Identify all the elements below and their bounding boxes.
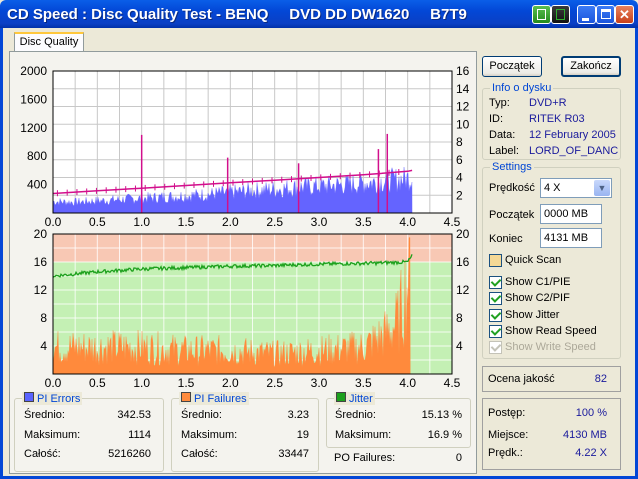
show-read-speed-checkbox[interactable] [489, 325, 502, 338]
pi-failures-avg-label: Średnio: [181, 409, 222, 421]
range-end-input[interactable]: 4131 MB [540, 228, 602, 248]
pi-errors-total: 5216260 [108, 448, 151, 460]
pi-errors-swatch [24, 392, 34, 402]
disc-type: DVD+R [529, 97, 567, 109]
pi-failures-max-label: Maksimum: [181, 429, 238, 441]
jitter-max-label: Maksimum: [335, 429, 392, 441]
pi-errors-group: PI Errors Średnio: 342.53 Maksimum: 1114… [14, 392, 164, 472]
start-button[interactable]: Początek [482, 56, 542, 77]
show-read-speed-label: Show Read Speed [505, 325, 597, 337]
jitter-group: Jitter Średnio: 15.13 % Maksimum: 16.9 % [326, 392, 471, 448]
progress-box: Postęp: 100 % Miejsce: 4130 MB Prędk.: 4… [482, 398, 621, 470]
range-end-label: Koniec [489, 233, 523, 245]
progress-value: 100 % [575, 407, 607, 419]
tab-label: Disc Quality [19, 36, 79, 48]
disc-info-title: Info o dysku [490, 82, 554, 94]
window-frame [0, 28, 638, 479]
show-c2-checkbox[interactable] [489, 292, 502, 305]
show-c1-checkbox[interactable] [489, 276, 502, 289]
progress-label: Postęp: [488, 407, 526, 419]
pi-failures-max: 19 [296, 429, 309, 441]
speed-label: Prędkość [489, 182, 535, 194]
show-write-speed-label: Show Write Speed [505, 341, 596, 353]
maximize-icon [601, 9, 611, 19]
quality-value: 82 [594, 373, 607, 385]
title-bar: CD Speed : Disc Quality Test - BENQ DVD … [0, 0, 638, 28]
pi-errors-avg-label: Średnio: [24, 409, 65, 421]
close-button[interactable]: ✕ [615, 5, 634, 24]
settings-group: Settings Prędkość 4 X ▼ Początek 0000 MB… [482, 161, 621, 359]
po-failures-label: PO Failures: [334, 452, 396, 464]
settings-title: Settings [490, 161, 534, 173]
show-write-speed-checkbox [489, 341, 502, 354]
disc-info-group: Info o dysku Typ: DVD+R ID: RITEK R03 Da… [482, 82, 621, 160]
jitter-avg: 15.13 % [421, 409, 462, 421]
quality-label: Ocena jakość [488, 373, 555, 385]
tab-disc-quality[interactable]: Disc Quality [14, 32, 84, 52]
maximize-button[interactable] [596, 5, 615, 24]
pi-failures-swatch [181, 392, 191, 402]
disc-type-label: Typ: [489, 97, 510, 109]
speed-select[interactable]: 4 X ▼ [540, 178, 612, 198]
po-failures-value: 0 [455, 452, 462, 464]
jitter-max: 16.9 % [427, 429, 462, 441]
pi-failures-group: PI Failures Średnio: 3.23 Maksimum: 19 C… [171, 392, 319, 472]
pi-failures-total-label: Całość: [181, 448, 218, 460]
quick-scan-label: Quick Scan [505, 254, 562, 266]
pi-errors-max-label: Maksimum: [24, 429, 81, 441]
range-start-input[interactable]: 0000 MB [540, 204, 602, 224]
window-title: CD Speed : Disc Quality Test - BENQ DVD … [7, 6, 467, 23]
disc-label-label: Label: [489, 145, 519, 157]
app-icon-button-2[interactable] [551, 5, 570, 24]
speed-value: 4 X [544, 182, 561, 194]
disc-date-label: Data: [489, 129, 516, 141]
current-speed-value: 4.22 X [575, 447, 607, 459]
show-jitter-label: Show Jitter [505, 309, 560, 321]
jitter-avg-label: Średnio: [335, 409, 376, 421]
chevron-down-icon[interactable]: ▼ [594, 180, 610, 196]
pi-errors-total-label: Całość: [24, 448, 61, 460]
pi-errors-title: PI Errors [22, 392, 83, 405]
disc-label: LORD_OF_DANCE [529, 145, 619, 157]
show-c1-label: Show C1/PIE [505, 276, 571, 288]
pi-failures-title: PI Failures [179, 392, 249, 405]
app-icon-button-1[interactable] [532, 5, 551, 24]
pi-errors-avg: 342.53 [117, 409, 151, 421]
minimize-button[interactable] [577, 5, 596, 24]
position-label: Miejsce: [488, 429, 529, 441]
close-icon: ✕ [619, 7, 630, 22]
disc-id: RITEK R03 [529, 113, 585, 125]
position-value: 4130 MB [562, 429, 607, 441]
show-c2-label: Show C2/PIF [505, 292, 570, 304]
pi-failures-total: 33447 [278, 448, 309, 460]
jitter-title: Jitter [334, 392, 375, 405]
stop-button[interactable]: Zakończ [561, 56, 621, 77]
screen-icon [556, 9, 565, 20]
show-jitter-checkbox[interactable] [489, 309, 502, 322]
pi-errors-max: 1114 [128, 429, 151, 441]
jitter-swatch [336, 392, 346, 402]
disc-date: 12 February 2005 [529, 129, 616, 141]
tile-icon [537, 9, 546, 20]
quality-box: Ocena jakość 82 [482, 366, 621, 392]
pi-failures-avg: 3.23 [287, 409, 309, 421]
quick-scan-checkbox[interactable] [489, 254, 502, 267]
range-start-label: Początek [489, 209, 535, 221]
minimize-icon [582, 18, 589, 21]
current-speed-label: Prędk.: [488, 447, 523, 459]
disc-id-label: ID: [489, 113, 504, 125]
